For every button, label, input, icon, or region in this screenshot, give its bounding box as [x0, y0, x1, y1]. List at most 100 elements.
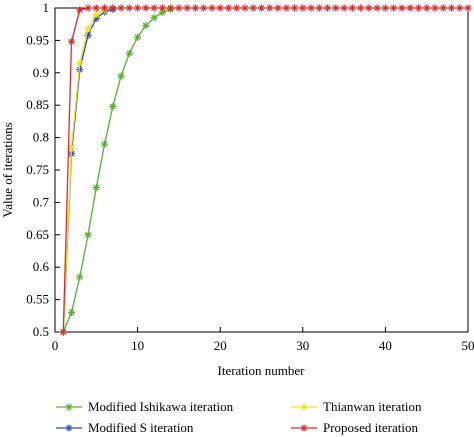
series-0: [59, 5, 175, 336]
data-point: [282, 4, 290, 12]
data-point: [117, 4, 125, 12]
data-point: [117, 72, 125, 80]
data-point: [216, 4, 224, 12]
data-point: [307, 4, 315, 12]
data-point: [398, 4, 406, 12]
data-point: [332, 4, 340, 12]
x-tick-label: 30: [296, 338, 309, 353]
data-point: [134, 33, 142, 41]
series-line: [62, 9, 105, 333]
data-point: [92, 183, 100, 192]
x-tick-label: 0: [52, 338, 59, 353]
y-axis: 0.5 0.55 0.6 0.65 0.7 0.75 0.8 0.85 0.9 0.95 1: [26, 0, 60, 339]
legend: Modified Ishikawa iteration Thianwan iter…: [56, 399, 422, 435]
data-point: [175, 4, 183, 12]
y-tick-label: 0.55: [26, 292, 49, 307]
data-point: [100, 140, 109, 148]
data-point: [150, 14, 158, 22]
legend-label: Modified S iteration: [88, 420, 194, 435]
legend-label: Modified Ishikawa iteration: [88, 399, 234, 414]
data-point: [200, 4, 208, 12]
data-point: [274, 4, 282, 12]
data-point: [109, 102, 117, 111]
x-tick-label: 50: [462, 338, 474, 353]
y-tick-label: 1: [43, 0, 50, 15]
series-line: [62, 7, 468, 333]
data-point: [447, 4, 456, 12]
data-point: [373, 4, 381, 12]
y-tick-label: 0.65: [26, 227, 49, 242]
y-tick-label: 0.75: [26, 162, 49, 177]
legend-item: Proposed iteration: [291, 420, 418, 435]
data-point: [150, 4, 158, 12]
data-point: [76, 6, 84, 14]
data-point: [100, 4, 109, 12]
data-point: [84, 231, 92, 239]
data-point: [167, 4, 175, 12]
legend-marker: [65, 403, 73, 411]
data-point: [92, 10, 100, 19]
data-point: [456, 4, 464, 12]
x-tick-label: 10: [131, 338, 144, 353]
data-point: [423, 4, 431, 12]
series-3: [59, 4, 472, 336]
data-point: [406, 4, 414, 12]
y-tick-label: 0.5: [33, 324, 49, 339]
data-point: [357, 4, 365, 12]
y-tick-label: 0.85: [26, 97, 49, 112]
data-point: [84, 25, 92, 33]
data-point: [323, 4, 332, 12]
data-point: [158, 4, 166, 12]
data-point: [315, 4, 323, 12]
y-tick-label: 0.6: [33, 259, 50, 274]
data-point: [340, 4, 348, 12]
data-point: [266, 4, 274, 12]
data-point: [290, 4, 299, 12]
data-point: [125, 4, 133, 12]
data-point: [365, 4, 373, 12]
data-point: [142, 21, 150, 30]
x-axis: 0 10 20 30 40 50: [52, 327, 474, 353]
legend-item: Modified Ishikawa iteration: [56, 399, 234, 414]
plot-frame: [54, 7, 469, 333]
data-point: [59, 328, 67, 336]
data-point: [224, 4, 233, 12]
legend-marker: [65, 424, 73, 432]
data-point: [249, 4, 257, 12]
legend-marker: [300, 424, 308, 432]
series-layer: [59, 4, 472, 336]
data-point: [191, 4, 200, 12]
y-tick-label: 0.9: [33, 65, 49, 80]
x-tick-label: 40: [379, 338, 392, 353]
data-point: [241, 4, 249, 12]
data-point: [381, 4, 389, 12]
data-point: [109, 4, 117, 12]
data-point: [134, 4, 142, 12]
data-point: [183, 4, 191, 12]
data-point: [431, 4, 439, 12]
series-line: [62, 8, 171, 333]
data-point: [67, 38, 76, 46]
y-tick-label: 0.95: [26, 32, 49, 47]
data-point: [67, 308, 76, 317]
data-point: [84, 4, 92, 12]
x-tick-label: 20: [214, 338, 227, 353]
legend-item: Thianwan iteration: [291, 399, 422, 414]
data-point: [348, 4, 356, 12]
data-point: [76, 273, 84, 281]
y-axis-title: Value of iterations: [0, 122, 15, 217]
series-2: [59, 6, 109, 336]
legend-label: Thianwan iteration: [323, 399, 422, 414]
y-tick-label: 0.8: [33, 130, 49, 145]
x-axis-title: Iteration number: [218, 363, 306, 378]
data-point: [142, 4, 150, 12]
data-point: [125, 49, 133, 57]
data-point: [208, 4, 216, 12]
data-point: [257, 4, 266, 12]
legend-label: Proposed iteration: [323, 420, 418, 435]
data-point: [92, 4, 100, 12]
data-point: [299, 4, 307, 12]
data-point: [233, 4, 241, 12]
y-tick-label: 0.7: [33, 194, 50, 209]
